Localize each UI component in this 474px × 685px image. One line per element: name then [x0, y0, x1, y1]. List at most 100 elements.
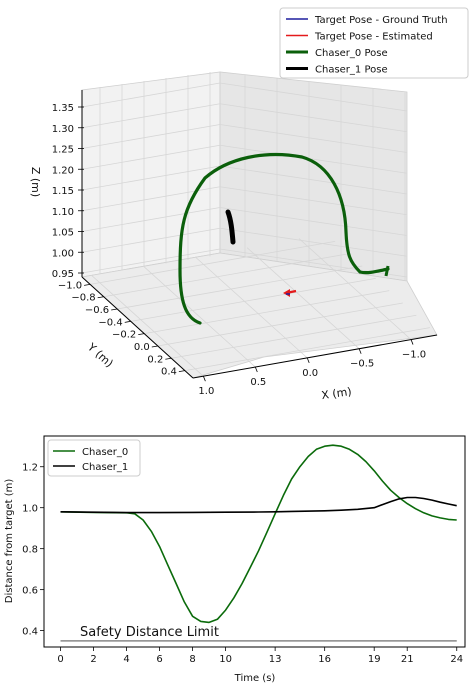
grid-z-left — [81, 103, 221, 129]
grid-3d — [81, 72, 430, 377]
y-tick-mark — [84, 283, 91, 286]
x-tick-mark — [306, 357, 310, 364]
x-axis-label: X (m) — [321, 385, 353, 402]
grid-y-floor — [117, 265, 363, 310]
x-tick-mark — [358, 348, 362, 354]
z-tick-label: 1.30 — [52, 124, 74, 135]
y-axis-label-2d: Distance from target (m) — [4, 479, 15, 604]
x-tick-label-2d: 6 — [156, 654, 162, 665]
series-group — [60, 444, 457, 624]
y-tick-label-2d: 0.4 — [22, 627, 38, 638]
x-tick-label-2d: 8 — [189, 654, 195, 665]
trajectory-3d-plot: 0.95 1.00 1.05 1.10 1.15 1.20 1.25 1.30 1.35 −1.0… — [29, 7, 469, 402]
x-tick-label: 0.5 — [250, 377, 266, 388]
y-tick-label-2d: 0.8 — [22, 545, 38, 556]
grid-z-left — [81, 165, 221, 191]
y-tick-mark — [97, 296, 104, 299]
x-tick-label: −1.0 — [402, 350, 426, 361]
grid-z-right — [219, 227, 408, 257]
y-tick-label-2d: 1.0 — [22, 504, 38, 515]
grid-z-right — [219, 144, 408, 174]
z-tick-label: 1.10 — [52, 207, 74, 218]
x-tick-label-2d: 10 — [219, 654, 232, 665]
distance-plot: 0 2 4 6 8 10 13 16 19 21 240.40.60.81.01.2 Safety … — [4, 435, 466, 684]
legend-3d-label: Target Pose - Estimated — [314, 32, 433, 43]
z-tick-label: 1.25 — [52, 145, 74, 156]
grid-y-floor — [184, 327, 430, 372]
y-tick-label: −1.0 — [58, 280, 82, 291]
z-tick-label: 1.35 — [52, 103, 74, 114]
y-tick-label: 0.4 — [161, 367, 177, 378]
chaser-0-trajectory — [178, 152, 390, 325]
legend-3d-label: Chaser_0 Pose — [315, 48, 388, 59]
x-tick-mark — [410, 339, 414, 345]
x-tick-mark — [254, 366, 258, 373]
z-tick-label: 1.15 — [52, 186, 74, 197]
grid-x-floor — [91, 274, 204, 377]
pane-right — [219, 71, 408, 282]
y-tick-label: −0.8 — [71, 293, 95, 304]
y-tick-label: −0.2 — [112, 330, 136, 341]
grid-y-floor — [90, 240, 336, 285]
x-tick-label-2d: 13 — [269, 654, 282, 665]
y-tick-label-2d: 1.2 — [22, 463, 38, 474]
legend-3d-label: Chaser_1 Pose — [315, 65, 388, 76]
x-tick-label-2d: 21 — [401, 654, 414, 665]
pane-left — [81, 71, 221, 278]
axis-y-line — [81, 276, 194, 379]
y-tick-mark — [124, 320, 131, 323]
y-tick-label: −0.6 — [85, 305, 109, 316]
x-tick-label-2d: 19 — [368, 654, 381, 665]
y-tick-mark — [111, 308, 118, 311]
grid-z-left — [81, 124, 221, 149]
grid-z-left — [81, 207, 221, 232]
x-tick-label: 0.0 — [302, 368, 318, 379]
grid-y-floor — [171, 314, 417, 359]
x-tick-label-2d: 0 — [57, 654, 63, 665]
y-tick-mark — [151, 345, 158, 348]
grid-y-floor — [157, 302, 403, 347]
z-tick-label: 1.00 — [52, 248, 74, 259]
y-tick-mark — [165, 357, 172, 360]
y-tick-label: 0.2 — [147, 354, 163, 365]
grid-z-left — [81, 144, 221, 170]
x-tick-mark — [203, 376, 206, 382]
y-axis-label: Y (m) — [84, 340, 115, 370]
y-tick-label-2d: 0.6 — [22, 586, 38, 597]
grid-z-right — [219, 165, 408, 195]
x-axis-label-2d: Time (s) — [234, 673, 276, 684]
axis-x-line — [192, 334, 438, 379]
grid-z-left — [81, 227, 221, 253]
legend-2d-label: Chaser_0 — [82, 447, 128, 458]
z-tick-label: 1.20 — [52, 165, 74, 176]
z-tick-label: 1.05 — [52, 228, 74, 239]
grid-z-right — [219, 186, 408, 216]
chaser-0-tail — [384, 265, 390, 277]
legend-3d-box — [279, 7, 469, 79]
grid-y-floor — [103, 253, 349, 298]
y-tick-label: −0.4 — [98, 317, 122, 328]
grid-x-floor — [246, 247, 360, 350]
x-tick-label: 1.0 — [198, 386, 214, 397]
x-tick-label-2d: 2 — [90, 654, 96, 665]
grid-x-floor — [143, 265, 256, 368]
grid-z-left — [81, 248, 221, 274]
legend-2d-box — [47, 439, 141, 477]
legend-2d-label: Chaser_1 — [82, 462, 128, 473]
series-line-chaser-1 — [60, 496, 457, 514]
x-tick-label-2d: 16 — [318, 654, 331, 665]
x-tick-label-2d: 4 — [123, 654, 129, 665]
y-tick-mark — [138, 333, 145, 336]
x-tick-label-2d: 24 — [450, 654, 463, 665]
series-line-chaser-0 — [60, 444, 457, 624]
x-tick-label: −0.5 — [350, 359, 374, 370]
grid-z-right — [219, 124, 408, 153]
y-tick-mark — [178, 370, 185, 373]
grid-x-floor — [194, 256, 308, 359]
grid-z-right — [219, 82, 408, 112]
legend-3d: Target Pose - Ground Truth Target Pose - … — [279, 7, 469, 79]
z-axis-label: Z (m) — [29, 167, 42, 197]
grid-z-right — [219, 103, 408, 133]
grid-z-left — [81, 82, 221, 108]
